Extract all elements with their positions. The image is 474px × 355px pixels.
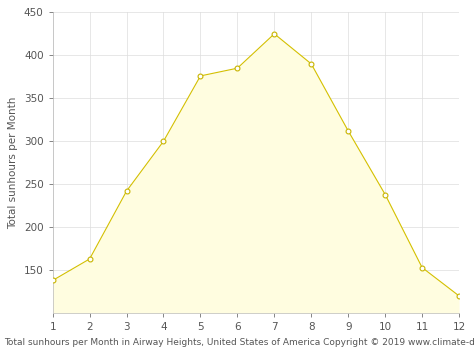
- Y-axis label: Total sunhours per Month: Total sunhours per Month: [9, 97, 18, 229]
- X-axis label: Total sunhours per Month in Airway Heights, United States of America Copyright ©: Total sunhours per Month in Airway Heigh…: [4, 338, 474, 347]
